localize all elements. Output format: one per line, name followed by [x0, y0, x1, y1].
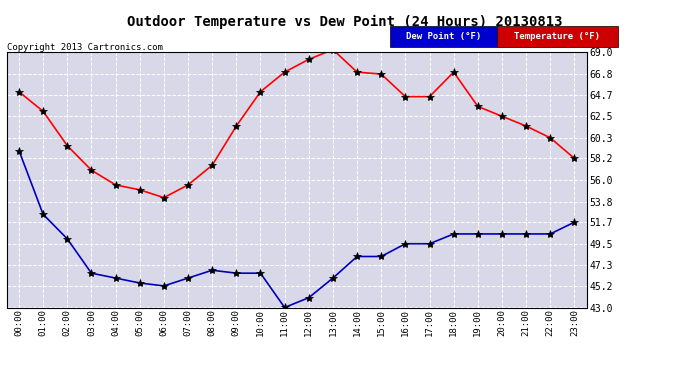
- Text: Temperature (°F): Temperature (°F): [514, 32, 600, 41]
- Text: Outdoor Temperature vs Dew Point (24 Hours) 20130813: Outdoor Temperature vs Dew Point (24 Hou…: [127, 15, 563, 29]
- Text: Copyright 2013 Cartronics.com: Copyright 2013 Cartronics.com: [7, 43, 163, 52]
- Text: Dew Point (°F): Dew Point (°F): [406, 32, 481, 41]
